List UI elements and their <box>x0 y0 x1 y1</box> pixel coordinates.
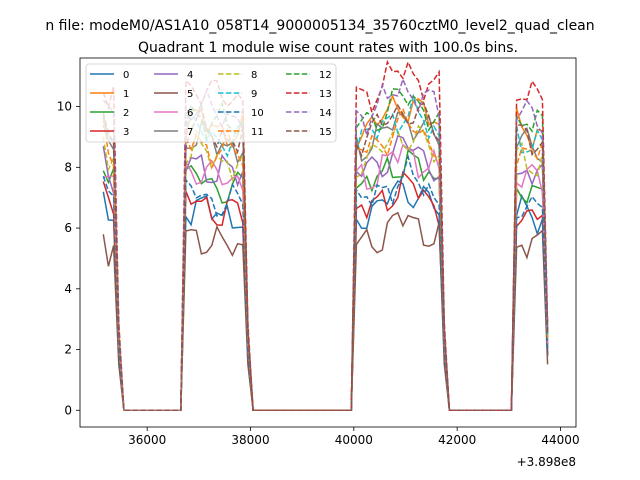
x-tick-label: 42000 <box>438 433 476 447</box>
legend-label-6: 6 <box>187 108 193 119</box>
legend-label-2: 2 <box>123 108 129 119</box>
legend-label-9: 9 <box>251 89 257 100</box>
y-tick-label: 6 <box>64 221 72 235</box>
x-tick-label: 40000 <box>335 433 373 447</box>
legend-label-15: 15 <box>319 127 332 138</box>
chart-title: Quadrant 1 module wise count rates with … <box>138 40 518 56</box>
legend-label-5: 5 <box>187 89 193 100</box>
legend-label-1: 1 <box>123 89 129 100</box>
legend-label-4: 4 <box>187 70 193 81</box>
y-tick-label: 4 <box>64 282 72 296</box>
legend-label-14: 14 <box>319 108 332 119</box>
x-axis: 36000 38000 40000 42000 44000 <box>128 427 580 447</box>
legend-label-13: 13 <box>319 89 332 100</box>
chart-suptitle: n file: modeM0/AS1A10_058T14_9000005134_… <box>45 18 594 34</box>
y-tick-label: 0 <box>64 403 72 417</box>
legend-label-3: 3 <box>123 127 129 138</box>
series-layer <box>102 59 549 412</box>
x-tick-label: 44000 <box>541 433 579 447</box>
legend-box <box>85 63 337 143</box>
plot-frame <box>79 57 577 428</box>
legend-label-7: 7 <box>187 127 193 138</box>
series-line-15 <box>102 101 549 412</box>
y-tick-label: 10 <box>57 100 72 114</box>
legend-label-10: 10 <box>251 108 264 119</box>
y-axis: 0 2 4 6 8 10 <box>57 100 80 417</box>
y-tick-label: 8 <box>64 160 72 174</box>
x-offset-label: +3.898e8 <box>517 455 576 469</box>
legend-label-8: 8 <box>251 70 257 81</box>
x-tick-label: 36000 <box>128 433 166 447</box>
y-tick-label: 2 <box>64 343 72 357</box>
x-tick-label: 38000 <box>231 433 269 447</box>
legend-label-0: 0 <box>123 70 129 81</box>
legend-label-11: 11 <box>251 127 264 138</box>
legend-label-12: 12 <box>319 70 332 81</box>
